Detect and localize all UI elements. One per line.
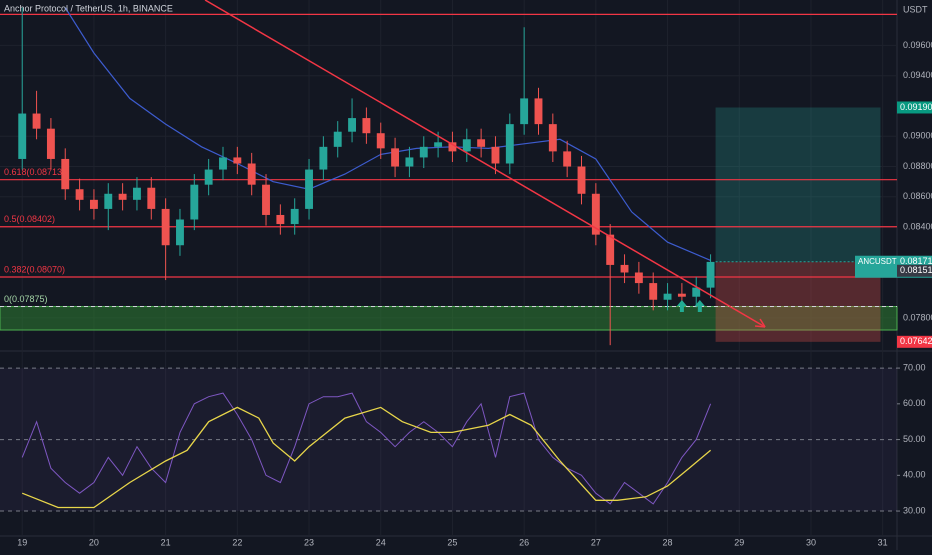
fib-label: 0(0.07875) <box>4 294 48 304</box>
fib-label: 0.5(0.08402) <box>4 214 55 224</box>
candle-body <box>548 124 557 152</box>
rsi-line <box>21 392 712 505</box>
candle-body <box>46 128 55 159</box>
candle-body <box>505 124 514 164</box>
signal-arrow <box>676 300 687 312</box>
symbol-label: ANCUSDT <box>858 257 897 266</box>
candle-body <box>520 98 529 125</box>
candle-body <box>634 272 643 284</box>
candle-body <box>692 287 701 297</box>
x-tick-label: 27 <box>591 537 601 547</box>
candle-body <box>262 184 270 215</box>
candle-body <box>104 193 113 209</box>
candle-body <box>434 142 443 147</box>
y-tick-label: 40.00 <box>903 470 926 480</box>
candle-body <box>391 148 400 167</box>
candle-body <box>376 133 385 149</box>
candle-body <box>305 169 313 209</box>
y-tick-label: 30.00 <box>903 505 926 515</box>
candle-body <box>706 261 715 288</box>
candle-body <box>649 283 658 300</box>
target-zone <box>715 107 881 262</box>
x-tick-label: 19 <box>17 537 27 547</box>
x-tick-label: 30 <box>806 537 816 547</box>
candle-body <box>534 98 543 125</box>
candle-body <box>405 157 414 167</box>
candle-body <box>491 146 500 164</box>
y-axis-label: USDT <box>903 4 928 14</box>
rsi-line <box>21 406 712 509</box>
stop-price-label-bg <box>897 335 932 348</box>
y-tick-label: 60.00 <box>903 398 926 408</box>
candle-body <box>319 146 328 170</box>
other-price-label-bg <box>897 264 932 277</box>
target-price-label: 0.09190 <box>900 102 932 112</box>
candle-body <box>620 264 629 273</box>
entry-price-label: 0.08171 <box>900 256 932 266</box>
fib-label: 0.382(0.08070) <box>4 264 65 274</box>
candle-body <box>18 113 27 159</box>
candle-body <box>477 139 486 147</box>
candle-body <box>61 158 70 190</box>
candle-body <box>577 166 586 194</box>
candle-body <box>204 169 213 185</box>
candle-body <box>362 118 371 134</box>
candle-body <box>333 131 342 147</box>
candle-body <box>348 118 357 132</box>
other-price-label: 0.08151 <box>900 265 932 275</box>
stop-price-label: 0.07642 <box>900 336 932 346</box>
candle-body <box>133 187 141 200</box>
x-tick-label: 26 <box>519 537 529 547</box>
candle-body <box>462 139 471 152</box>
candle-body <box>75 189 84 200</box>
candle-body <box>219 157 227 170</box>
x-tick-label: 28 <box>663 537 673 547</box>
x-tick-label: 22 <box>232 537 242 547</box>
candle-body <box>118 193 127 200</box>
x-tick-label: 24 <box>376 537 386 547</box>
candle-body <box>176 219 184 246</box>
y-tick-label: 70.00 <box>903 362 926 372</box>
candle-body <box>276 214 285 225</box>
fib-label: 0.618(0.08713) <box>4 167 65 177</box>
candle-body <box>591 193 600 235</box>
candle-body <box>290 208 299 225</box>
trendline <box>204 0 766 328</box>
candle-body <box>563 151 572 167</box>
candle-body <box>677 293 686 297</box>
x-tick-label: 23 <box>304 537 314 547</box>
stop-zone <box>715 261 881 342</box>
candle-body <box>419 146 428 158</box>
y-tick-label: 0.07800 <box>903 312 932 322</box>
candle-body <box>247 163 256 185</box>
candle-body <box>448 142 457 152</box>
arrow-head <box>754 318 766 328</box>
candle-body <box>147 187 156 209</box>
y-tick-label: 50.00 <box>903 434 926 444</box>
x-tick-label: 25 <box>447 537 457 547</box>
x-tick-label: 29 <box>734 537 744 547</box>
candle-body <box>190 184 199 220</box>
x-tick-label: 20 <box>89 537 99 547</box>
target-price-label-bg <box>897 101 932 114</box>
candle-body <box>606 234 615 265</box>
chart-title: Anchor Protocol / TetherUS, 1h, BINANCE <box>4 3 173 13</box>
x-tick-label: 21 <box>161 537 171 547</box>
candle-body <box>161 208 170 246</box>
candle-body <box>89 199 98 209</box>
candle-body <box>32 113 41 129</box>
x-tick-label: 31 <box>878 537 888 547</box>
candle-body <box>663 293 672 300</box>
signal-arrow <box>694 300 705 312</box>
candle-body <box>233 157 242 164</box>
